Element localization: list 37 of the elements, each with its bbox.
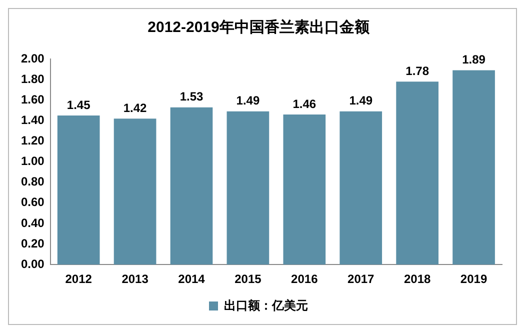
- legend-label: 出口额：亿美元: [224, 298, 308, 312]
- data-label: 1.49: [349, 94, 373, 108]
- x-tick-label: 2016: [291, 272, 318, 286]
- x-tick-label: 2015: [234, 272, 262, 286]
- x-tick-label: 2013: [122, 272, 149, 286]
- x-tick-label: 2014: [178, 272, 206, 286]
- y-tick-label: 1.40: [20, 112, 45, 127]
- y-tick-label: 0.40: [20, 216, 45, 230]
- x-tick-label: 2018: [404, 272, 431, 286]
- bar: [170, 107, 213, 265]
- bar: [114, 118, 156, 265]
- data-label: 1.46: [292, 96, 316, 111]
- bar: [226, 111, 270, 265]
- y-tick-label: 1.20: [20, 134, 45, 148]
- y-tick-label: 1.00: [20, 154, 45, 168]
- bar: [452, 70, 495, 265]
- y-tick-label: 1.60: [20, 92, 45, 106]
- x-tick-label: 2019: [460, 272, 488, 286]
- y-tick-label: 0.00: [20, 256, 45, 271]
- data-label: 1.89: [462, 52, 486, 67]
- data-label: 1.45: [66, 98, 91, 112]
- y-tick-label: 0.80: [20, 174, 45, 189]
- x-tick-label: 2012: [65, 272, 92, 286]
- y-tick-label: 0.20: [20, 236, 45, 250]
- data-label: 1.49: [236, 94, 260, 108]
- data-label: 1.53: [180, 90, 204, 104]
- chart-title: 2012-2019年中国香兰素出口金额: [148, 18, 370, 36]
- bar: [396, 82, 438, 265]
- bar: [340, 111, 382, 265]
- bar: [283, 114, 326, 265]
- y-tick-label: 0.60: [20, 195, 45, 210]
- x-tick-label: 2017: [348, 272, 375, 286]
- data-label: 1.78: [406, 64, 430, 78]
- data-label: 1.42: [123, 100, 148, 115]
- y-tick-label: 1.80: [20, 72, 45, 86]
- bar: [57, 116, 100, 265]
- y-tick-label: 2.00: [20, 51, 45, 66]
